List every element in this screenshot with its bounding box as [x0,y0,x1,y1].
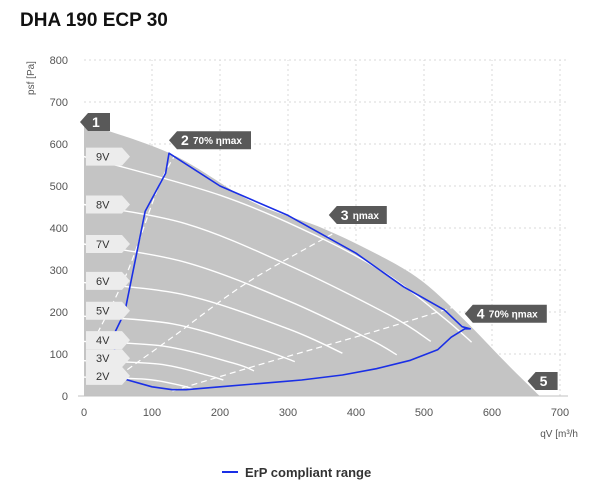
operating-point-4: 4 70% ηmax [464,304,547,323]
operating-point-3: 3 ηmax [328,206,387,224]
efficiency-line [172,300,472,392]
voltage-tag-label: 4V [96,335,110,347]
y-tick-label: 400 [50,223,68,235]
x-tick-label: 0 [81,407,87,419]
axes: 0 100 200 300 400 500 600 700 0 100 200 300 400 500 60… [50,55,570,419]
series-erp-compliant-range [113,152,471,391]
voltage-tag-label: 2V [96,371,110,383]
voltage-tag-shape [86,301,130,320]
point-number: 2 [181,132,189,148]
legend: ErP compliant range [222,465,371,480]
point-number: 1 [92,114,100,130]
y-tick-label: 100 [50,349,68,361]
erp-series [113,152,471,391]
y-tick-label: 800 [50,55,68,67]
voltage-tag-shape [86,349,130,368]
point-flag [80,113,110,131]
fan-curve-8V [83,203,432,342]
voltage-tag-8V: 8V [86,195,130,214]
point-annotation: 70% ηmax [193,136,242,147]
voltage-tag-label: 9V [96,152,110,164]
fan-curve-7V [83,243,398,356]
x-tick-label: 700 [551,407,569,419]
efficiency-line [97,147,180,334]
point-annotation: 70% ηmax [489,310,538,321]
point-flag [169,131,251,150]
operating-area-fill [84,123,540,396]
voltage-tag-7V: 7V [86,234,130,253]
voltage-tag-shape [86,366,130,385]
voltage-tag-9V: 9V [86,147,130,166]
voltage-tag-shape [86,234,130,253]
voltage-tag-label: 6V [96,276,110,288]
point-flag [328,206,387,224]
x-axis-label: qV [m³/h [540,429,578,440]
x-tick-label: 200 [211,407,229,419]
x-tick-label: 500 [415,407,433,419]
efficiency-lines [97,147,472,392]
y-tick-label: 300 [50,265,68,277]
x-tick-label: 600 [483,407,501,419]
voltage-tag-shape [86,271,130,290]
x-tick-label: 100 [143,407,161,419]
y-tick-label: 0 [62,391,68,403]
chart-title: DHA 190 ECP 30 [20,10,168,31]
y-tick-label: 500 [50,181,68,193]
voltage-tag-label: 8V [96,199,110,211]
point-flag [527,372,558,390]
voltage-tag-5V: 5V [86,301,130,320]
voltage-tags: 9V 8V 7V 6V 5V 4V 3V 2V [86,147,130,385]
operating-points: 1 2 70% ηmax 3 ηmax 4 70% ηmax 5 [80,113,558,390]
y-axis-label: psf [Pa] [26,61,37,95]
voltage-tag-shape [86,331,130,350]
operating-area [84,123,540,396]
point-number: 3 [341,207,349,223]
legend-label: ErP compliant range [245,465,371,480]
operating-point-2: 2 70% ηmax [169,131,251,150]
operating-point-5: 5 [527,372,558,390]
point-number: 4 [477,306,485,322]
voltage-tag-label: 7V [96,239,110,251]
voltage-tag-label: 3V [96,353,110,365]
point-flag [464,304,547,323]
voltage-tag-4V: 4V [86,331,130,350]
y-tick-label: 700 [50,97,68,109]
voltage-tag-shape [86,147,130,166]
point-annotation: ηmax [353,211,380,222]
voltage-tag-label: 5V [96,306,110,318]
voltage-tag-6V: 6V [86,271,130,290]
voltage-tag-3V: 3V [86,349,130,368]
point-number: 5 [540,373,548,389]
voltage-tag-2V: 2V [86,366,130,385]
voltage-tag-shape [86,195,130,214]
x-tick-label: 300 [279,407,297,419]
y-tick-label: 200 [50,307,68,319]
y-tick-label: 600 [50,139,68,151]
operating-point-1: 1 [80,113,110,131]
fan-curve-9V [83,155,473,343]
x-tick-label: 400 [347,407,365,419]
